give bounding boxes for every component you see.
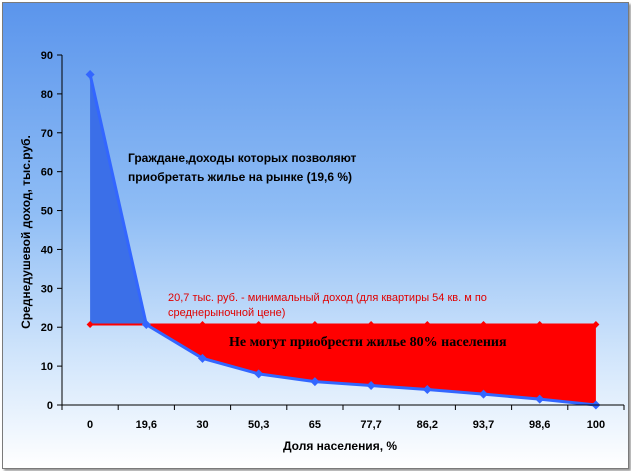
threshold-point [480, 321, 487, 328]
threshold-point [199, 321, 206, 328]
threshold-point [86, 321, 94, 328]
income-point [535, 394, 545, 404]
x-tick-label: 93,7 [473, 419, 494, 431]
x-tick-label: 77,7 [360, 419, 381, 431]
annotation-above-line1: Граждане,доходы которых позволяют [128, 151, 357, 165]
annotation-below: Не могут приобрести жилье 80% населения [229, 335, 507, 350]
income-point [479, 389, 488, 399]
y-tick-label: 80 [41, 89, 53, 101]
x-tick-label: 86,2 [417, 419, 438, 431]
y-axis-title: Среднедушевой доход, тыс.руб. [19, 135, 33, 329]
y-tick-label: 10 [41, 361, 53, 373]
threshold-point [367, 321, 375, 328]
threshold-point [536, 321, 544, 328]
threshold-point [592, 321, 600, 328]
income-point [254, 369, 264, 379]
x-tick-label: 50,3 [248, 419, 269, 431]
threshold-point [311, 321, 319, 328]
threshold-point [423, 321, 431, 328]
x-tick-label: 65 [309, 419, 321, 431]
y-tick-label: 40 [41, 244, 53, 256]
income-point [310, 377, 320, 387]
income-point [198, 353, 207, 363]
income-point [85, 69, 95, 79]
y-tick-label: 20 [41, 322, 53, 334]
area-below-threshold [146, 324, 596, 405]
x-tick-label: 98,6 [529, 419, 550, 431]
x-tick-label: 30 [196, 419, 208, 431]
threshold-point [255, 321, 263, 328]
annotation-above-line2: приобретать жилье на рынке (19,6 %) [128, 170, 352, 184]
x-tick-label: 0 [87, 419, 93, 431]
annotation-threshold-line2: среднерыночной цене) [168, 307, 285, 319]
income-line [88, 74, 597, 407]
y-tick-label: 70 [41, 128, 53, 140]
annotation-threshold-line1: 20,7 тыс. руб. - минимальный доход (для … [168, 292, 487, 304]
y-tick-label: 30 [41, 283, 53, 295]
y-tick-label: 0 [47, 400, 53, 412]
x-tick-label: 100 [587, 419, 605, 431]
income-point [366, 381, 376, 391]
y-tick-label: 90 [41, 50, 53, 62]
income-point [141, 320, 151, 329]
income-point [422, 384, 432, 394]
x-tick-label: 19,6 [136, 419, 157, 431]
y-tick-label: 60 [41, 167, 53, 179]
x-axis-title: Доля населения, % [283, 439, 397, 453]
y-tick-label: 50 [41, 206, 53, 218]
